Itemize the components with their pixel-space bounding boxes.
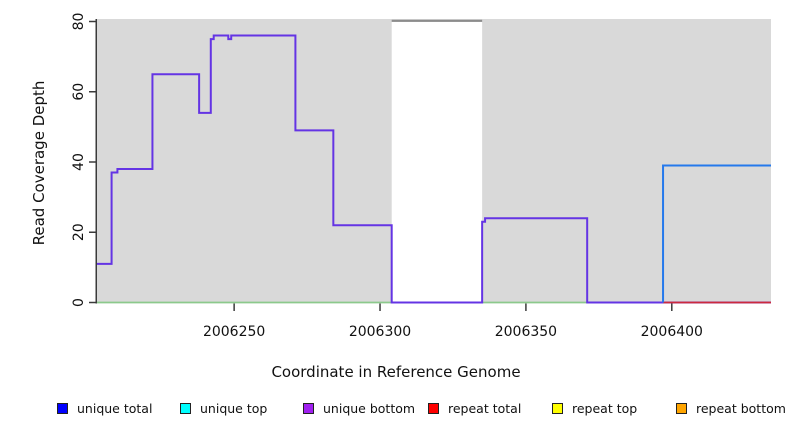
chart-legend: unique total unique top unique bottom repea…: [0, 399, 792, 421]
legend-item-repeat-top: repeat top: [552, 399, 637, 417]
legend-swatch-unique-total: [57, 402, 68, 414]
y-tick-label: 80: [71, 13, 87, 31]
x-tick-label: 2006300: [349, 324, 411, 340]
legend-label: repeat bottom: [696, 400, 786, 416]
y-tick-label: 40: [71, 153, 87, 171]
y-tick-label: 20: [71, 223, 87, 241]
legend-label: unique total: [77, 400, 153, 416]
legend-label: repeat top: [572, 400, 638, 416]
y-axis-title: Read Coverage Depth: [30, 80, 48, 246]
legend-swatch-unique-top: [180, 402, 191, 414]
legend-swatch-repeat-top: [552, 402, 563, 414]
legend-swatch-repeat-total: [428, 402, 439, 414]
legend-item-unique-top: unique top: [180, 399, 267, 417]
legend-item-repeat-bottom: repeat bottom: [676, 399, 786, 417]
legend-label: repeat total: [448, 400, 522, 416]
y-tick-label: 0: [71, 298, 87, 307]
y-tick-label: 60: [71, 83, 87, 101]
legend-item-unique-bottom: unique bottom: [303, 399, 415, 417]
x-tick-label: 2006250: [203, 324, 265, 340]
legend-label: unique top: [200, 400, 268, 416]
series-unique-bottom: [97, 34, 771, 304]
legend-swatch-repeat-bottom: [676, 402, 687, 414]
masked-region: [391, 22, 483, 303]
legend-item-unique-total: unique total: [57, 399, 152, 417]
legend-swatch-unique-bottom: [303, 402, 314, 414]
legend-item-repeat-total: repeat total: [428, 399, 521, 417]
x-tick-label: 2006350: [495, 324, 557, 340]
x-axis-title: Coordinate in Reference Genome: [271, 363, 521, 381]
legend-label: unique bottom: [323, 400, 416, 416]
x-tick-label: 2006400: [641, 324, 703, 340]
series-unique-total: [662, 164, 771, 303]
